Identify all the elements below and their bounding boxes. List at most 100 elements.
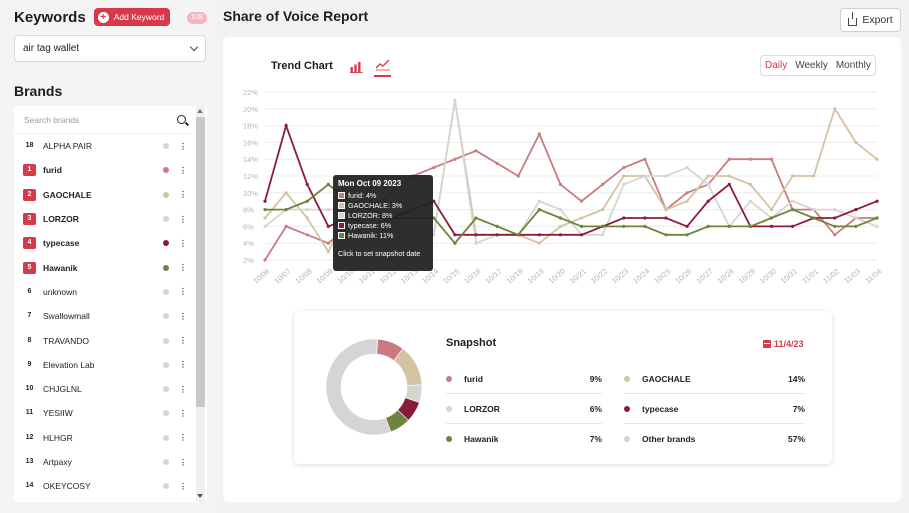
- brand-row[interactable]: 7 Swallowmall ⋮: [14, 304, 194, 328]
- export-button[interactable]: Export: [840, 8, 901, 32]
- brand-color-dot[interactable]: [163, 191, 169, 198]
- range-monthly[interactable]: Monthly: [835, 60, 871, 71]
- more-menu-icon[interactable]: ⋮: [179, 336, 187, 346]
- bar-chart-icon[interactable]: [350, 61, 364, 73]
- series-point: [601, 208, 605, 212]
- brand-color-dot[interactable]: [163, 459, 169, 465]
- brand-row[interactable]: 18 ALPHA PAIR ⋮: [14, 134, 194, 158]
- keyword-count-badge: 128: [187, 12, 207, 24]
- calendar-icon: [763, 340, 771, 348]
- series-point: [263, 224, 267, 228]
- series-point: [432, 216, 436, 220]
- x-tick-label: 10/27: [694, 267, 714, 286]
- x-tick-label: 10/29: [737, 267, 757, 286]
- tooltip-row-label: LORZOR: 8%: [348, 210, 393, 220]
- scrollbar-thumb[interactable]: [196, 117, 205, 407]
- brand-row[interactable]: 3 LORZOR ⋮: [14, 207, 194, 231]
- brand-rank: 7: [27, 312, 32, 320]
- brand-color-dot[interactable]: [163, 216, 169, 223]
- x-tick-label: 10/15: [441, 267, 461, 286]
- legend-pct: 7%: [792, 404, 805, 414]
- more-menu-icon[interactable]: ⋮: [179, 165, 187, 175]
- series-point: [326, 224, 330, 228]
- more-menu-icon[interactable]: ⋮: [179, 190, 187, 200]
- brand-color-dot[interactable]: [163, 410, 169, 417]
- brand-color-dot[interactable]: [163, 167, 169, 174]
- more-menu-icon[interactable]: ⋮: [179, 457, 187, 467]
- more-menu-icon[interactable]: ⋮: [179, 287, 187, 297]
- legend-name: furid: [464, 374, 483, 384]
- brand-row[interactable]: 8 TRAVANDO ⋮: [14, 328, 194, 352]
- brand-color-dot[interactable]: [163, 483, 169, 490]
- brand-color-dot[interactable]: [163, 264, 169, 271]
- more-menu-icon[interactable]: ⋮: [179, 263, 187, 273]
- more-menu-icon[interactable]: ⋮: [179, 433, 187, 443]
- more-menu-icon[interactable]: ⋮: [179, 214, 187, 224]
- legend-name: GAOCHALE: [642, 374, 691, 384]
- add-keyword-button[interactable]: + Add Keyword: [93, 8, 171, 26]
- brand-rank: 1: [23, 164, 36, 177]
- brand-color-dot[interactable]: [163, 240, 169, 247]
- series-point: [263, 208, 267, 212]
- more-menu-icon[interactable]: ⋮: [179, 311, 187, 321]
- brand-search-input[interactable]: Search brands: [14, 106, 194, 134]
- brand-row[interactable]: 10 CHJGLNL ⋮: [14, 377, 194, 401]
- brand-rank: 2: [23, 188, 36, 201]
- brand-color-dot[interactable]: [163, 337, 169, 344]
- brand-row[interactable]: 9 Elevation Lab ⋮: [14, 353, 194, 377]
- brand-row[interactable]: 11 YESIIW ⋮: [14, 401, 194, 425]
- range-daily[interactable]: Daily: [765, 60, 788, 71]
- y-tick-label: 4%: [243, 239, 254, 248]
- search-icon[interactable]: [177, 115, 186, 124]
- series-point: [685, 191, 689, 195]
- brand-row[interactable]: 1 furid ⋮: [14, 158, 194, 182]
- series-point: [558, 216, 563, 220]
- range-weekly[interactable]: Weekly: [795, 60, 828, 71]
- brand-color-dot[interactable]: [163, 143, 169, 150]
- keyword-select[interactable]: air tag wallet: [14, 35, 206, 62]
- scroll-up-arrow-icon[interactable]: [197, 109, 203, 113]
- more-menu-icon[interactable]: ⋮: [179, 360, 187, 370]
- brand-row[interactable]: 2 GAOCHALE ⋮: [14, 183, 194, 207]
- more-menu-icon[interactable]: ⋮: [179, 238, 187, 248]
- more-menu-icon[interactable]: ⋮: [179, 481, 187, 491]
- snapshot-legend-item: furid 9%: [446, 364, 602, 394]
- series-point: [622, 174, 626, 178]
- snapshot-date[interactable]: 11/4/23: [763, 339, 804, 349]
- brand-color-dot[interactable]: [163, 361, 169, 368]
- series-point: [326, 208, 330, 212]
- legend-dot: [446, 376, 452, 382]
- more-menu-icon[interactable]: ⋮: [179, 408, 187, 418]
- x-tick-label: 11/04: [864, 267, 884, 286]
- legend-name: Hawanik: [464, 434, 499, 444]
- trend-chart-title: Trend Chart: [271, 60, 333, 72]
- trend-line-chart[interactable]: 2%4%6%8%10%12%14%16%18%20%22%10/06 10/07 1…: [223, 37, 901, 307]
- donut-slice[interactable]: [325, 338, 392, 436]
- brand-color-dot[interactable]: [163, 434, 169, 441]
- brand-name: Artpaxy: [43, 457, 72, 467]
- x-tick-label: 10/06: [251, 267, 271, 286]
- brand-row[interactable]: 6 unknown ⋮: [14, 280, 194, 304]
- series-point: [558, 208, 563, 212]
- tooltip-row-label: GAOCHALE: 3%: [348, 200, 403, 210]
- series-point: [622, 216, 626, 220]
- scroll-down-arrow-icon[interactable]: [197, 494, 203, 498]
- more-menu-icon[interactable]: ⋮: [179, 384, 187, 394]
- brand-row[interactable]: 12 HLHGR ⋮: [14, 426, 194, 450]
- legend-divider: [624, 423, 805, 424]
- brand-row[interactable]: 13 Artpaxy ⋮: [14, 450, 194, 474]
- brand-row[interactable]: 5 Hawanik ⋮: [14, 255, 194, 279]
- line-chart-icon[interactable]: [375, 57, 391, 71]
- brand-color-dot[interactable]: [163, 313, 169, 320]
- y-tick-label: 18%: [243, 122, 258, 131]
- snapshot-donut-chart[interactable]: [314, 327, 434, 447]
- tooltip-swatch: [338, 201, 345, 209]
- series-point: [284, 124, 288, 128]
- series-point: [453, 233, 457, 237]
- brand-color-dot[interactable]: [163, 288, 169, 295]
- brand-row[interactable]: 4 typecase ⋮: [14, 231, 194, 255]
- series-point: [432, 233, 436, 237]
- brand-row[interactable]: 14 OKEYCOSY ⋮: [14, 474, 194, 498]
- more-menu-icon[interactable]: ⋮: [179, 141, 187, 151]
- brand-color-dot[interactable]: [163, 386, 169, 393]
